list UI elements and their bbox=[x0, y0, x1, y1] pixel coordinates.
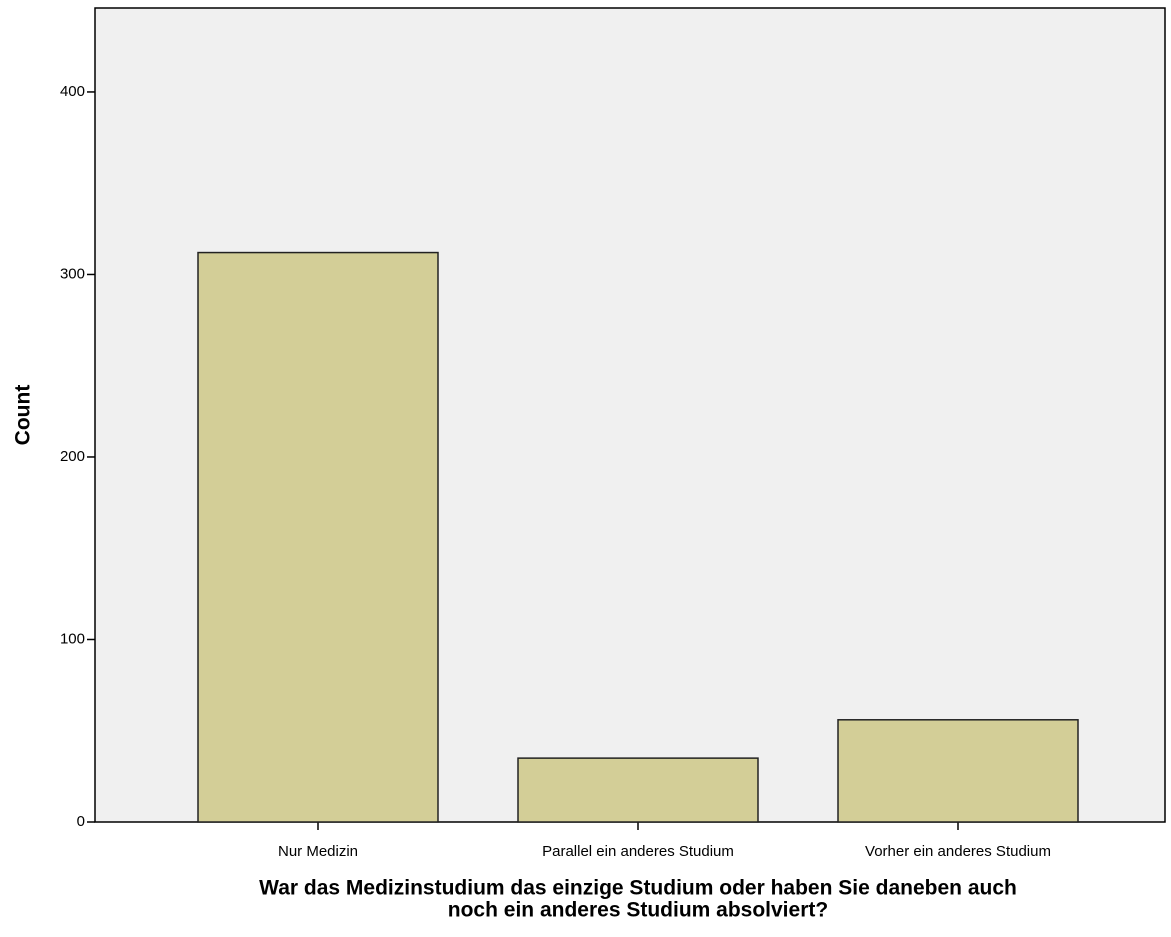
x-axis-title: noch ein anderes Studium absolviert? bbox=[448, 899, 828, 922]
y-tick-label: 300 bbox=[60, 265, 85, 282]
y-tick-label: 200 bbox=[60, 448, 85, 465]
x-tick-label: Parallel ein anderes Studium bbox=[542, 843, 734, 860]
y-axis-title: Count bbox=[12, 385, 35, 446]
x-axis-title: War das Medizinstudium das einzige Studi… bbox=[259, 877, 1017, 900]
y-tick-label: 100 bbox=[60, 630, 85, 647]
y-tick-label: 0 bbox=[77, 813, 85, 830]
y-tick-label: 400 bbox=[60, 83, 85, 100]
x-tick-label: Vorher ein anderes Studium bbox=[865, 843, 1051, 860]
bar bbox=[837, 719, 1079, 823]
bar bbox=[517, 757, 759, 823]
x-tick-label: Nur Medizin bbox=[278, 843, 358, 860]
bar bbox=[197, 251, 439, 823]
